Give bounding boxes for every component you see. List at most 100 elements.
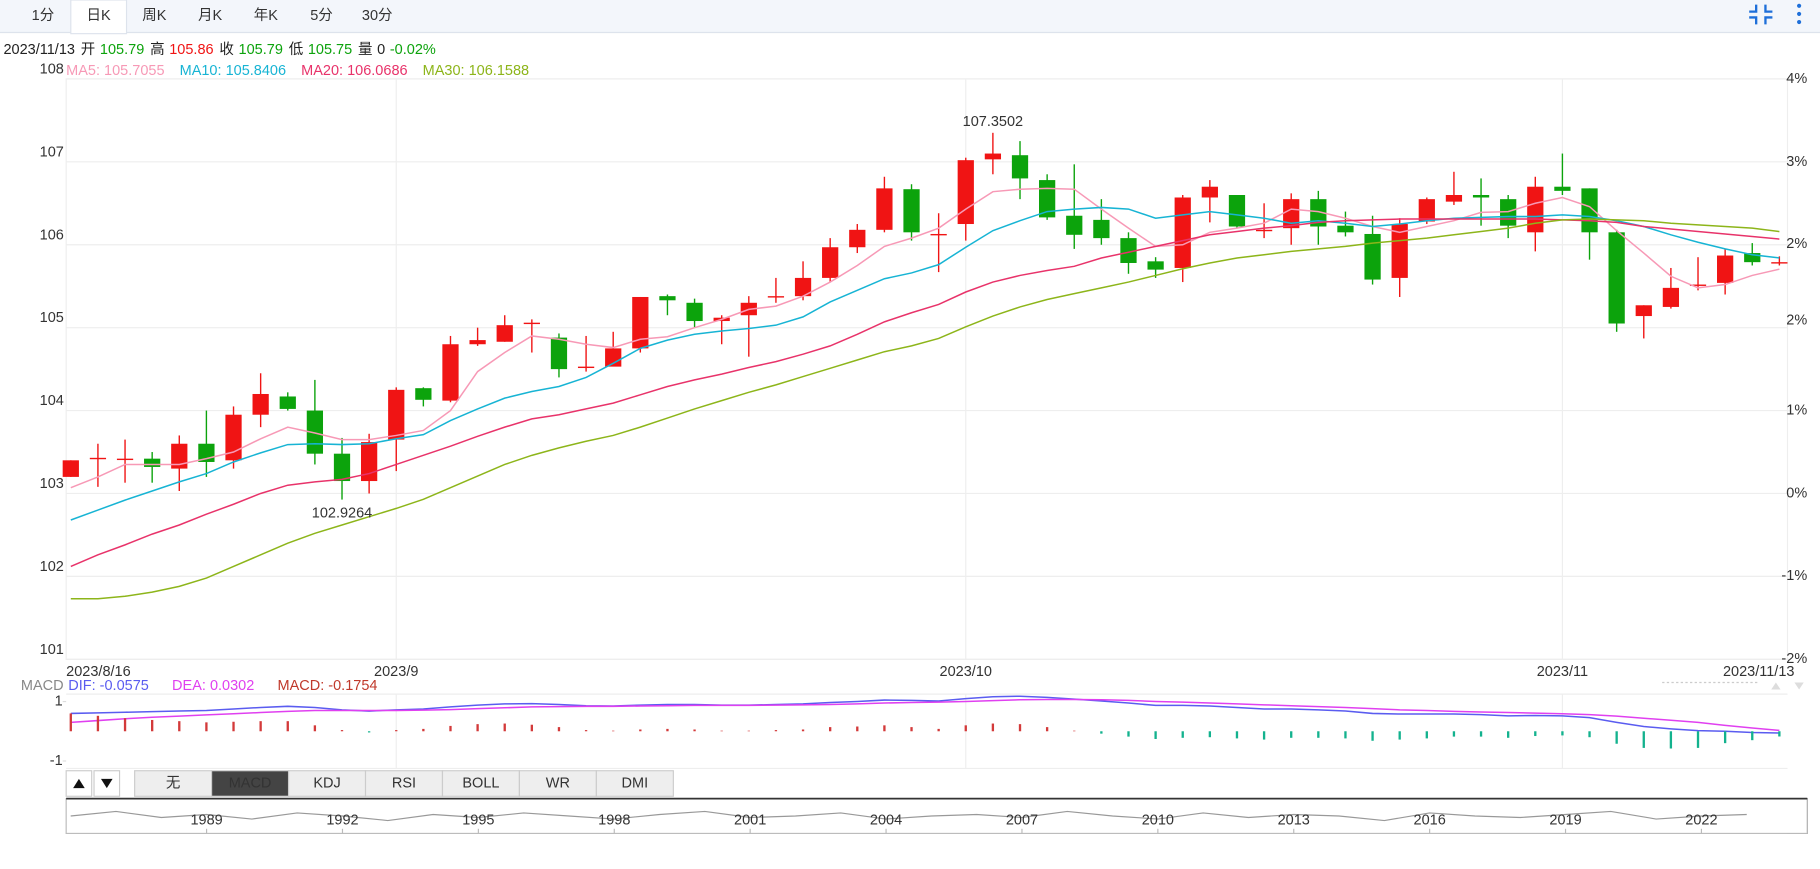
more-icon[interactable] bbox=[1797, 3, 1802, 25]
legend-name: MACD bbox=[278, 678, 321, 694]
macd-bar bbox=[829, 727, 832, 732]
indicator-tab[interactable]: WR bbox=[546, 775, 570, 791]
macd-bar bbox=[1778, 731, 1781, 737]
period-tab[interactable]: 30分 bbox=[362, 7, 393, 24]
candle-body bbox=[1120, 238, 1137, 263]
readout-value: 105.86 bbox=[169, 42, 213, 58]
macd-bar bbox=[1181, 731, 1184, 738]
candle-body bbox=[442, 344, 459, 401]
macd-bar bbox=[1290, 731, 1293, 738]
candle-body bbox=[279, 396, 296, 409]
legend-name: MA5 bbox=[66, 63, 96, 79]
period-tab[interactable]: 月K bbox=[198, 8, 222, 24]
macd-bar bbox=[1615, 731, 1618, 744]
candle-body bbox=[1039, 180, 1056, 218]
period-tab[interactable]: 1分 bbox=[32, 7, 55, 24]
legend-sep: : bbox=[92, 678, 100, 694]
x-tick-label: 1995 bbox=[462, 812, 494, 828]
macd-bar bbox=[1154, 731, 1157, 739]
down-button[interactable] bbox=[93, 770, 121, 797]
candle-body bbox=[388, 389, 405, 440]
y-tick-label: 101 bbox=[40, 642, 64, 658]
macd-line bbox=[70, 698, 1780, 732]
candle-body bbox=[496, 325, 513, 342]
candle-body bbox=[1635, 305, 1652, 317]
macd-legend: MACD DIF: -0.0575 DEA: 0.0302 MACD: -0.1754 bbox=[21, 678, 378, 694]
macd-bar bbox=[1479, 731, 1483, 737]
macd-bar bbox=[584, 730, 588, 732]
y2-tick-label: 3% bbox=[1786, 154, 1807, 170]
candle-body bbox=[1581, 188, 1598, 233]
candle-body bbox=[523, 322, 540, 325]
up-button[interactable] bbox=[65, 770, 93, 797]
collapse-icon[interactable] bbox=[1749, 4, 1773, 25]
legend-sep: : bbox=[218, 63, 226, 79]
macd-bar bbox=[1723, 731, 1727, 744]
legend-sep: : bbox=[339, 63, 347, 79]
indicator-tab-bg[interactable] bbox=[441, 770, 521, 797]
macd-bar bbox=[259, 721, 262, 732]
candle-body bbox=[415, 388, 432, 400]
x-tick-label: 1998 bbox=[598, 812, 630, 828]
macd-bar bbox=[205, 722, 208, 732]
macd-bar bbox=[340, 730, 344, 732]
candle-body bbox=[659, 296, 676, 301]
macd-bar bbox=[123, 718, 127, 732]
candle-body bbox=[605, 348, 622, 367]
period-tab[interactable]: 日K bbox=[87, 8, 111, 24]
indicator-tab[interactable]: MACD bbox=[229, 775, 272, 791]
candle-body bbox=[930, 233, 947, 236]
scroll-arrows[interactable] bbox=[1771, 682, 1804, 690]
y-tick-label: 106 bbox=[40, 227, 64, 243]
y2-tick-label: -1% bbox=[1781, 568, 1807, 584]
y-tick-label: 104 bbox=[40, 393, 64, 409]
indicator-tab-bg[interactable] bbox=[287, 770, 367, 797]
candle-body bbox=[1310, 199, 1327, 227]
macd-bar bbox=[1561, 731, 1564, 736]
y2-tick-label: -2% bbox=[1781, 651, 1807, 667]
macd-bar bbox=[449, 725, 452, 732]
readout-change: -0.02% bbox=[390, 42, 436, 58]
macd-bar bbox=[476, 724, 479, 732]
candle-body bbox=[1093, 219, 1110, 239]
candle-body bbox=[903, 189, 920, 233]
active-indicator-tab[interactable] bbox=[211, 770, 290, 797]
macd-bar bbox=[612, 730, 615, 732]
legend-sep: : bbox=[96, 63, 104, 79]
macd-bar bbox=[1669, 731, 1673, 749]
macd-bar bbox=[151, 719, 154, 732]
x-tick-label: 2023/11 bbox=[1537, 664, 1588, 680]
indicator-tab[interactable]: BOLL bbox=[462, 775, 499, 791]
candle-body bbox=[984, 153, 1002, 160]
indicator-tab-bg[interactable] bbox=[364, 770, 444, 797]
x-tick-label: 2013 bbox=[1278, 812, 1310, 828]
indicator-tab[interactable]: KDJ bbox=[313, 775, 340, 791]
macd-bar bbox=[991, 723, 995, 732]
legend-sep: : bbox=[202, 678, 210, 694]
macd-bar bbox=[1262, 731, 1266, 740]
period-tab[interactable]: 5分 bbox=[310, 7, 333, 24]
candle-body bbox=[1662, 287, 1680, 307]
y-tick-label: 102 bbox=[40, 559, 64, 575]
readout-date: 2023/11/13 bbox=[3, 42, 74, 58]
candle-body bbox=[822, 247, 839, 278]
readout-value: 105.75 bbox=[308, 42, 352, 58]
x-tick-label: 2016 bbox=[1414, 812, 1446, 828]
period-tab[interactable]: 年K bbox=[254, 7, 278, 24]
legend-sep: : bbox=[320, 678, 328, 694]
macd-bar bbox=[557, 727, 561, 732]
macd-bar bbox=[232, 721, 235, 732]
candle-body bbox=[361, 442, 378, 482]
min-annotation: 102.9264 bbox=[312, 505, 372, 521]
period-tab[interactable]: 周K bbox=[142, 8, 166, 24]
indicator-tab[interactable]: 无 bbox=[166, 775, 180, 791]
indicator-tab-bg[interactable] bbox=[595, 770, 674, 797]
indicator-tab[interactable]: DMI bbox=[622, 775, 649, 791]
indicator-tab-bg[interactable] bbox=[518, 770, 597, 797]
legend-value: -0.0575 bbox=[100, 678, 149, 694]
candle-body bbox=[957, 160, 974, 225]
candle-body bbox=[1527, 186, 1544, 233]
indicator-tab-bg[interactable] bbox=[134, 770, 213, 797]
indicator-tab[interactable]: RSI bbox=[392, 775, 416, 791]
